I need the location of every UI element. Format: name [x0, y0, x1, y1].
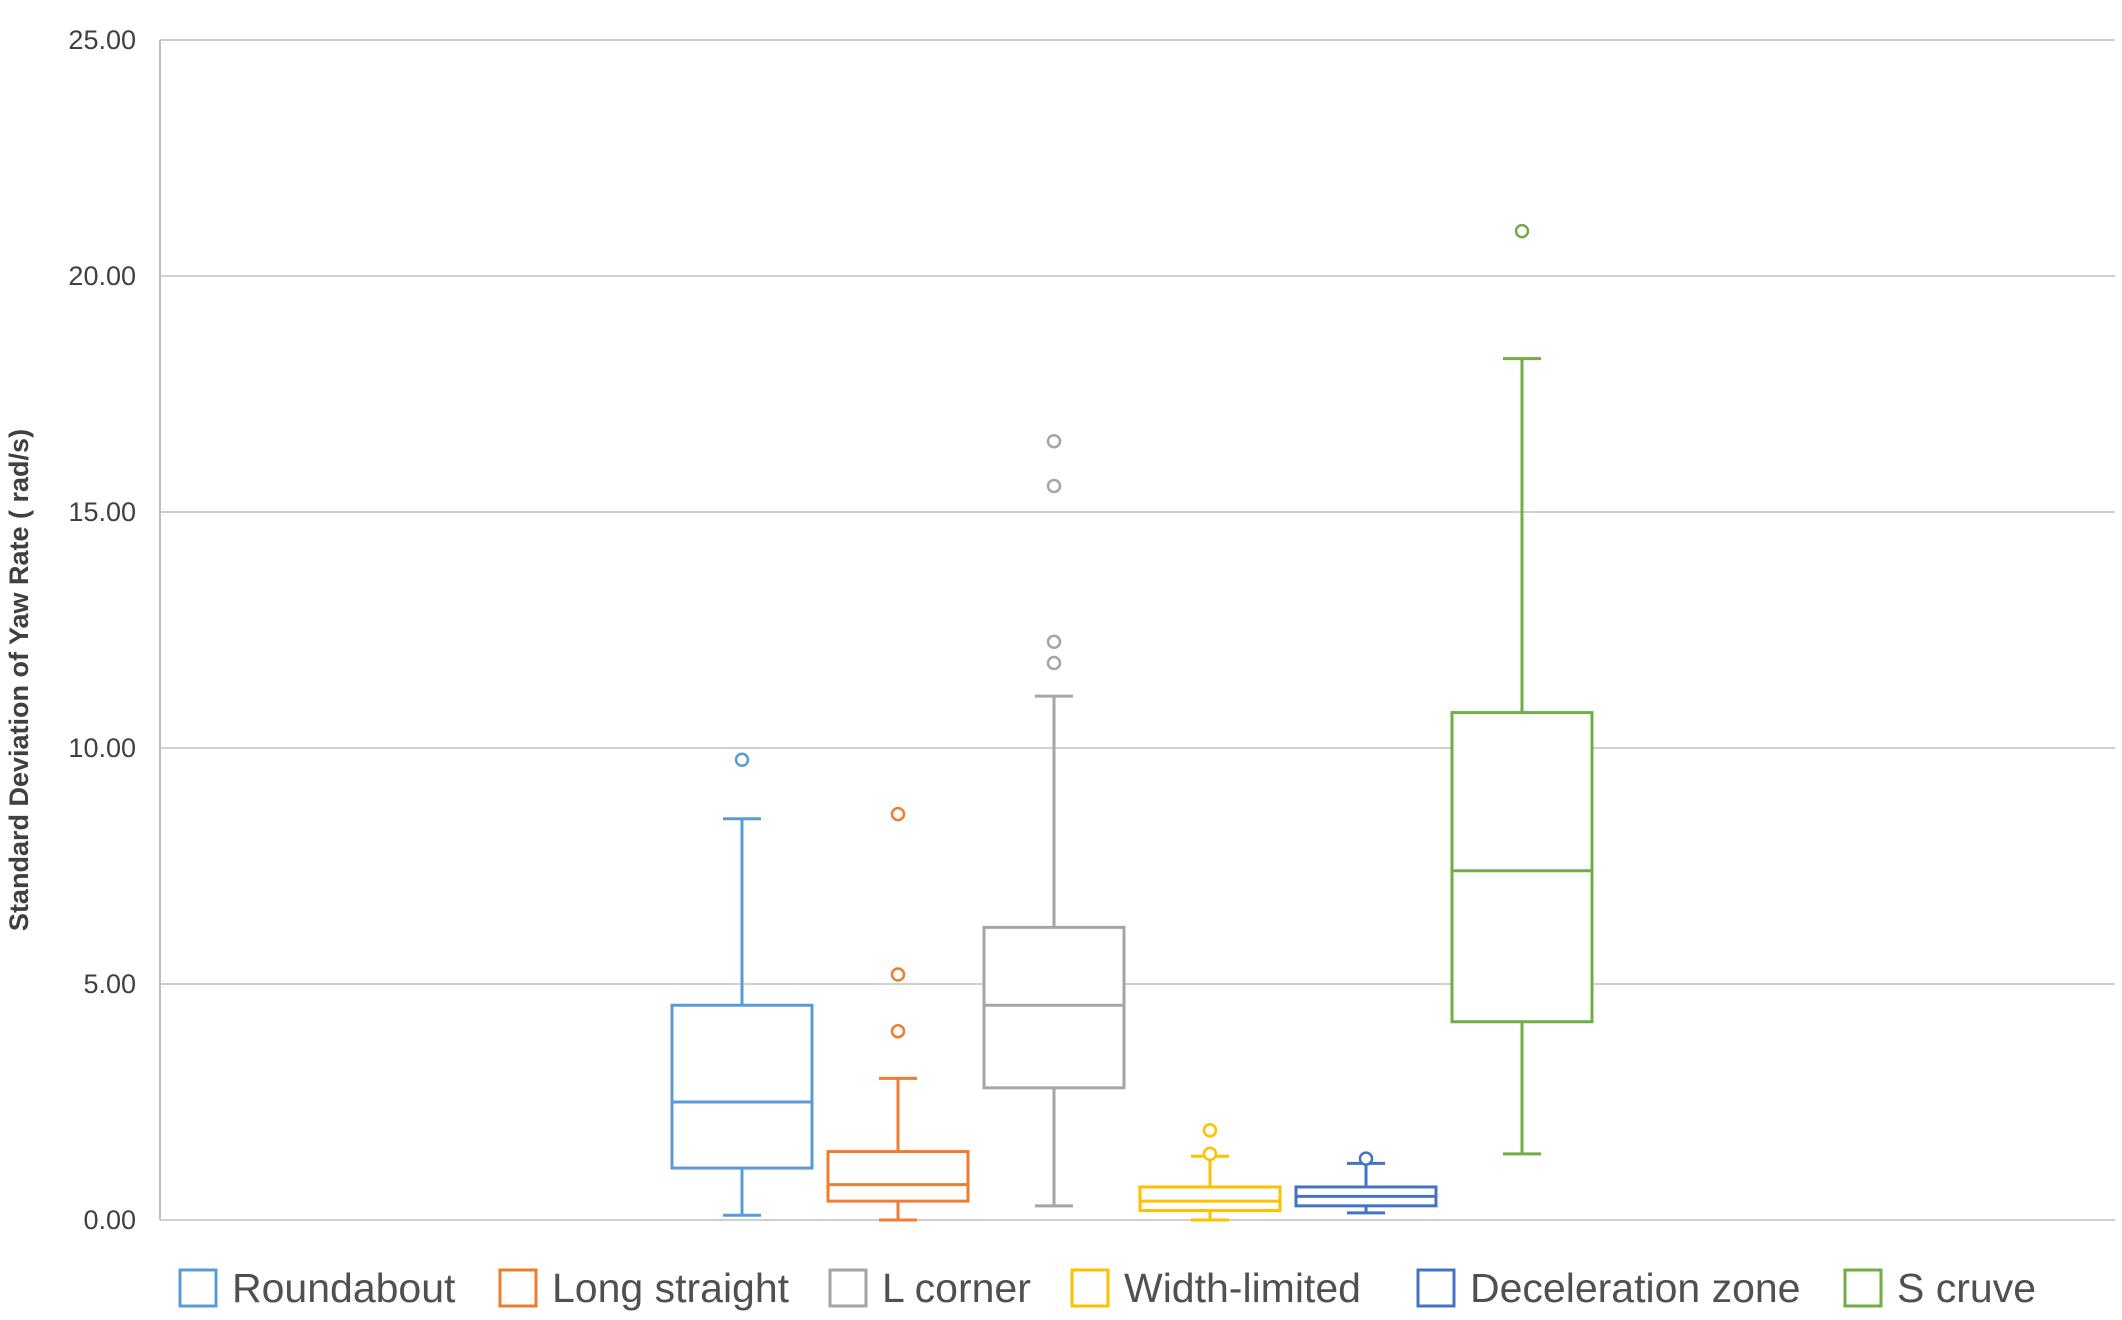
outlier-point	[1202, 1146, 1218, 1162]
outlier-point	[1514, 223, 1530, 239]
box-deceleration-zone	[1294, 1151, 1438, 1215]
box-long-straight	[826, 806, 970, 1222]
y-tick-label: 10.00	[68, 733, 136, 763]
legend-swatch	[1843, 1268, 1883, 1308]
legend-swatch	[1070, 1268, 1110, 1308]
outlier-point	[734, 752, 750, 768]
outlier-point	[890, 967, 906, 982]
box-series	[670, 223, 1594, 1222]
legend-label: S cruve	[1897, 1265, 2036, 1311]
y-tick-label: 20.00	[68, 261, 136, 291]
outlier-point	[1202, 1123, 1218, 1138]
legend-swatch	[498, 1268, 538, 1308]
y-axis: 0.00 5.00 10.00 15.00 20.00 25.00	[68, 25, 161, 1235]
outlier-point	[890, 1023, 906, 1039]
box-iqr	[982, 925, 1126, 1090]
box-s-cruve	[1450, 223, 1594, 1156]
box-iqr	[1450, 711, 1594, 1024]
legend-label: Roundabout	[232, 1265, 456, 1311]
box-width-limited	[1138, 1123, 1282, 1222]
outlier-point	[1358, 1151, 1374, 1166]
y-tick-label: 5.00	[83, 969, 136, 999]
outlier-point	[1046, 433, 1062, 449]
y-tick-label: 0.00	[83, 1205, 136, 1235]
legend-label: Width-limited	[1124, 1265, 1361, 1311]
legend: Roundabout Long straight L corner Width-lim…	[178, 1265, 2036, 1311]
legend-label: L corner	[882, 1265, 1031, 1311]
box-roundabout	[670, 752, 814, 1217]
y-tick-label: 15.00	[68, 497, 136, 527]
legend-swatch	[1416, 1268, 1456, 1308]
outlier-point	[890, 806, 906, 822]
legend-swatch	[828, 1268, 868, 1308]
box-iqr	[670, 1003, 814, 1170]
gridlines	[160, 39, 2115, 1221]
legend-swatch	[178, 1268, 218, 1308]
box-iqr	[826, 1150, 970, 1203]
outlier-point	[1046, 478, 1062, 494]
legend-label: Long straight	[552, 1265, 790, 1311]
legend-label: Deceleration zone	[1470, 1265, 1800, 1311]
box-l-corner	[982, 433, 1126, 1208]
outlier-point	[1046, 655, 1062, 671]
y-axis-title: Standard Deviation of Yaw Rate ( rad/s)	[4, 429, 34, 931]
box-iqr	[1138, 1185, 1282, 1213]
y-tick-label: 25.00	[68, 25, 136, 55]
outlier-point	[1046, 634, 1062, 650]
